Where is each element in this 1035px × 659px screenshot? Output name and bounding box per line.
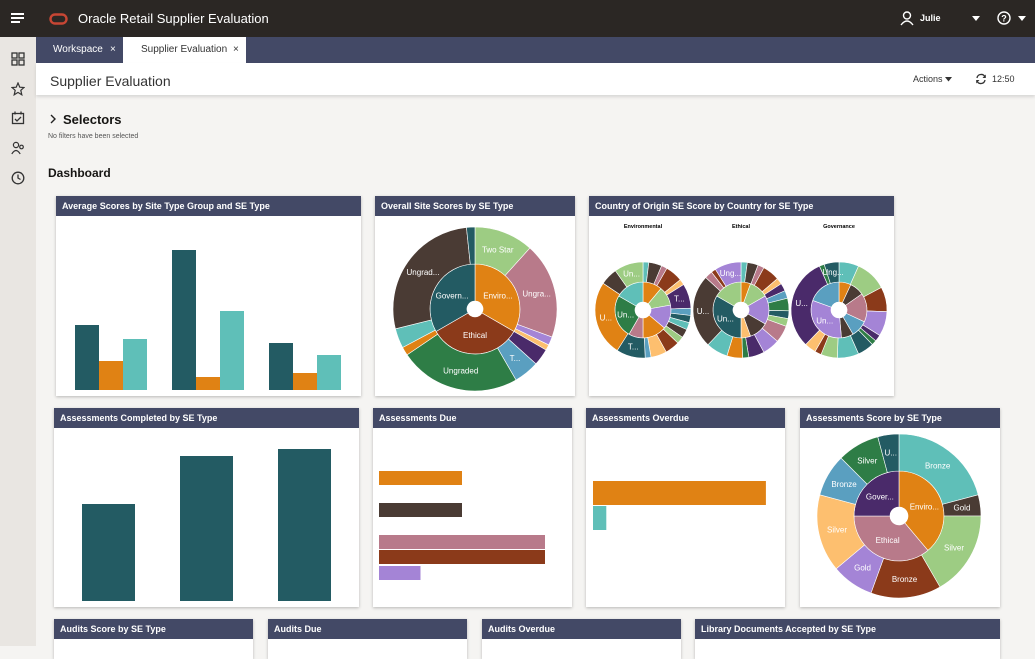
card-assessments-due[interactable]: Assessments Due <box>373 408 572 607</box>
card-title: Audits Due <box>268 619 467 639</box>
app-title: Oracle Retail Supplier Evaluation <box>78 11 269 26</box>
selectors-status: No filters have been selected <box>48 133 139 140</box>
card-audits-score[interactable]: Audits Score by SE Type <box>54 619 253 659</box>
tab-label: Supplier Evaluation <box>141 44 228 55</box>
card-average-scores[interactable]: Average Scores by Site Type Group and SE… <box>56 196 361 396</box>
dashboard-title: Dashboard <box>48 166 111 180</box>
page-header: Supplier Evaluation Actions 12:50 <box>36 63 1035 95</box>
help-icon[interactable]: ? <box>997 11 1011 25</box>
card-library-documents[interactable]: Library Documents Accepted by SE Type <box>695 619 1000 659</box>
actions-menu-button[interactable]: Actions <box>913 74 953 84</box>
card-overall-site-scores[interactable]: Overall Site Scores by SE Type <box>375 196 575 396</box>
chevron-right-icon[interactable] <box>50 114 57 124</box>
tab-label: Workspace <box>53 44 103 55</box>
card-audits-overdue[interactable]: Audits Overdue <box>482 619 681 659</box>
users-icon[interactable] <box>11 141 25 155</box>
svg-text:?: ? <box>1001 14 1007 24</box>
left-rail <box>0 37 36 646</box>
user-name[interactable]: Julie <box>920 13 941 23</box>
card-title: Overall Site Scores by SE Type <box>375 196 575 216</box>
card-audits-due[interactable]: Audits Due <box>268 619 467 659</box>
dashboard-icon[interactable] <box>11 52 25 66</box>
refresh-icon[interactable] <box>975 73 987 85</box>
card-title: Average Scores by Site Type Group and SE… <box>56 196 361 216</box>
card-title: Country of Origin SE Score by Country fo… <box>589 196 894 216</box>
tasks-icon[interactable] <box>11 111 25 125</box>
card-assessments-score[interactable]: Assessments Score by SE Type <box>800 408 1000 607</box>
chevron-down-icon <box>945 77 953 82</box>
page-title: Supplier Evaluation <box>50 73 171 89</box>
close-icon[interactable]: × <box>233 44 239 55</box>
card-title: Assessments Overdue <box>586 408 785 428</box>
card-title: Audits Overdue <box>482 619 681 639</box>
card-title: Assessments Due <box>373 408 572 428</box>
tab-supplier-evaluation[interactable]: Supplier Evaluation × <box>123 37 246 63</box>
chevron-down-icon[interactable] <box>1018 16 1026 21</box>
card-assessments-completed[interactable]: Assessments Completed by SE Type <box>54 408 359 607</box>
history-icon[interactable] <box>11 171 25 185</box>
star-icon[interactable] <box>11 82 25 96</box>
top-bar: Oracle Retail Supplier Evaluation Julie … <box>0 0 1035 37</box>
tab-bar: Workspace × Supplier Evaluation × <box>36 37 1035 63</box>
chevron-down-icon[interactable] <box>972 16 980 21</box>
menu-icon[interactable] <box>11 12 25 24</box>
close-icon[interactable]: × <box>110 44 116 55</box>
card-title: Library Documents Accepted by SE Type <box>695 619 1000 639</box>
actions-label: Actions <box>913 74 943 84</box>
card-title: Audits Score by SE Type <box>54 619 253 639</box>
oracle-logo <box>49 13 68 25</box>
selectors-toggle[interactable]: Selectors <box>63 112 122 127</box>
card-title: Assessments Score by SE Type <box>800 408 1000 428</box>
card-country-of-origin[interactable]: Country of Origin SE Score by Country fo… <box>589 196 894 396</box>
card-assessments-overdue[interactable]: Assessments Overdue <box>586 408 785 607</box>
card-title: Assessments Completed by SE Type <box>54 408 359 428</box>
tab-workspace[interactable]: Workspace × <box>36 37 123 63</box>
user-icon[interactable] <box>900 11 914 26</box>
refresh-time: 12:50 <box>992 74 1015 84</box>
